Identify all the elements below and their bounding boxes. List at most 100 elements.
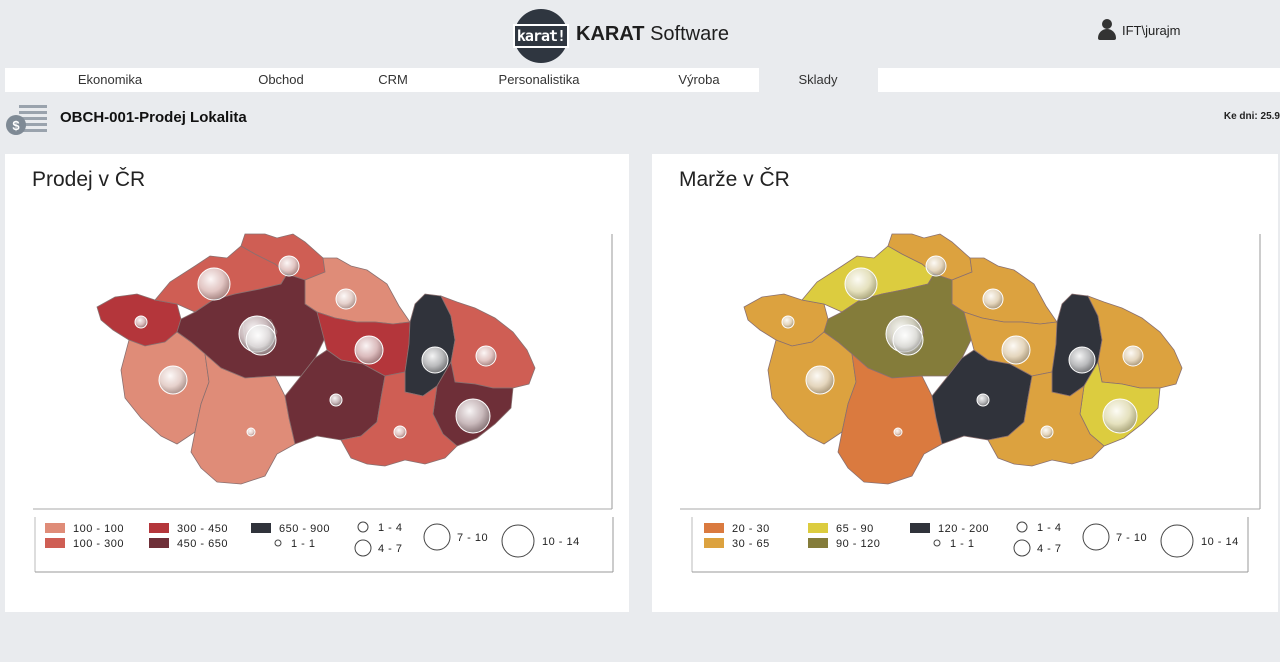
legend-size-label: 1 - 4 — [378, 522, 403, 534]
region-moravskoslezsky[interactable] — [440, 295, 536, 389]
map-bubble[interactable] — [982, 288, 1004, 310]
report-titlebar: $ OBCH-001-Prodej Lokalita Ke dni: 25.9 — [0, 100, 1280, 140]
tab-vyroba[interactable]: Výroba — [639, 68, 759, 92]
region-jihomoravsky[interactable] — [340, 371, 458, 467]
legend-color-label: 20 - 30 — [732, 523, 770, 535]
legend-color-label: 120 - 200 — [938, 523, 989, 535]
map-bubble[interactable] — [134, 315, 148, 329]
legend-swatch — [149, 523, 169, 533]
legend-size-circle — [357, 521, 369, 533]
map-bubble[interactable] — [1040, 425, 1054, 439]
legend-swatch — [251, 523, 271, 533]
map-bubble[interactable] — [805, 365, 835, 395]
map-bubble[interactable] — [475, 345, 497, 367]
legend-size-label: 10 - 14 — [1201, 536, 1239, 548]
legend-size-circle — [933, 539, 941, 547]
region-moravskoslezsky[interactable] — [1087, 295, 1183, 389]
legend-swatch — [149, 538, 169, 548]
tab-crm[interactable]: CRM — [347, 68, 439, 92]
map-bubble[interactable] — [421, 346, 449, 374]
main-nav: Ekonomika Obchod CRM Personalistika Výro… — [5, 68, 1280, 92]
legend-swatch — [704, 523, 724, 533]
margin-map-title: Marže v ČR — [679, 168, 790, 191]
map-bubble[interactable] — [335, 288, 357, 310]
tab-ekonomika[interactable]: Ekonomika — [5, 68, 215, 92]
legend-swatch — [808, 523, 828, 533]
map-bubble[interactable] — [197, 267, 231, 301]
legend-size-label: 7 - 10 — [1116, 532, 1147, 544]
svg-text:$: $ — [12, 118, 20, 133]
legend-size-circle — [354, 539, 372, 557]
legend-size-circle — [501, 524, 535, 558]
map-bubble[interactable] — [1068, 346, 1096, 374]
report-date: Ke dni: 25.9 — [1223, 111, 1280, 122]
legend-swatch — [45, 538, 65, 548]
legend-size-circle — [1160, 524, 1194, 558]
legend-size-label: 1 - 1 — [950, 538, 975, 550]
map-bubble[interactable] — [278, 255, 300, 277]
map-bubble[interactable] — [781, 315, 795, 329]
tab-obchod[interactable]: Obchod — [215, 68, 347, 92]
sales-map-panel: Prodej v ČR 100 - 100 100 - 300 300 - 450 4… — [5, 154, 629, 612]
legend-size-label: 4 - 7 — [1037, 543, 1062, 555]
tab-personalistika[interactable]: Personalistika — [439, 68, 639, 92]
user-name: IFT\jurajm — [1122, 22, 1181, 38]
map-bubble[interactable] — [893, 427, 903, 437]
legend-size-circle — [1016, 521, 1028, 533]
legend-size-circle — [1013, 539, 1031, 557]
legend-size-label: 1 - 1 — [291, 538, 316, 550]
map-bubble[interactable] — [393, 425, 407, 439]
map-bubble[interactable] — [245, 324, 277, 356]
map-bubble[interactable] — [354, 335, 384, 365]
map-bubble[interactable] — [1122, 345, 1144, 367]
map-bubble[interactable] — [246, 427, 256, 437]
legend-size-label: 10 - 14 — [542, 536, 580, 548]
user-menu[interactable]: IFT\jurajm — [1098, 19, 1181, 41]
map-bubble[interactable] — [455, 398, 491, 434]
legend-color-label: 650 - 900 — [279, 523, 330, 535]
legend-color-label: 65 - 90 — [836, 523, 874, 535]
karat-logo[interactable]: karat! — [512, 9, 570, 63]
user-icon — [1098, 19, 1116, 41]
legend-color-label: 30 - 65 — [732, 538, 770, 550]
legend-swatch — [45, 523, 65, 533]
legend-size-circle — [423, 523, 451, 551]
map-bubble[interactable] — [158, 365, 188, 395]
map-bubble[interactable] — [844, 267, 878, 301]
legend-color-label: 100 - 100 — [73, 523, 124, 535]
map-bubble[interactable] — [976, 393, 990, 407]
report-title: OBCH-001-Prodej Lokalita — [60, 109, 247, 126]
legend-color-label: 90 - 120 — [836, 538, 880, 550]
report-icon: $ — [6, 105, 47, 135]
margin-map-panel: Marže v ČR 20 - 30 30 - 65 65 - 90 90 - 120… — [652, 154, 1278, 612]
legend-size-circle — [1082, 523, 1110, 551]
legend-swatch — [910, 523, 930, 533]
sales-map-title: Prodej v ČR — [32, 168, 146, 191]
brand-rest: Software — [644, 23, 729, 45]
nav-empty-area — [878, 68, 1280, 92]
brand-bold: KARAT — [576, 23, 645, 45]
legend-size-label: 4 - 7 — [378, 543, 403, 555]
legend-size-label: 7 - 10 — [457, 532, 488, 544]
legend-size-label: 1 - 4 — [1037, 522, 1062, 534]
legend-swatch — [704, 538, 724, 548]
brand-name: KARAT Software — [576, 23, 729, 46]
region-jihomoravsky[interactable] — [987, 371, 1105, 467]
region-jihocesky[interactable] — [190, 352, 296, 485]
sales-map-chart: 100 - 100 100 - 300 300 - 450 450 - 650 650 … — [33, 233, 614, 573]
legend-color-label: 100 - 300 — [73, 538, 124, 550]
logo-text: karat! — [512, 24, 570, 48]
region-jihocesky[interactable] — [837, 352, 943, 485]
legend-swatch — [808, 538, 828, 548]
app-header: karat! KARAT Software IFT\jurajm — [0, 0, 1280, 66]
tab-sklady[interactable]: Sklady — [759, 68, 877, 92]
map-bubble[interactable] — [892, 324, 924, 356]
map-bubble[interactable] — [925, 255, 947, 277]
map-bubble[interactable] — [1001, 335, 1031, 365]
legend-color-label: 300 - 450 — [177, 523, 228, 535]
map-bubble[interactable] — [1102, 398, 1138, 434]
margin-map-chart: 20 - 30 30 - 65 65 - 90 90 - 120 120 - 200 1 … — [680, 233, 1261, 573]
map-bubble[interactable] — [329, 393, 343, 407]
legend-color-label: 450 - 650 — [177, 538, 228, 550]
legend-size-circle — [274, 539, 282, 547]
